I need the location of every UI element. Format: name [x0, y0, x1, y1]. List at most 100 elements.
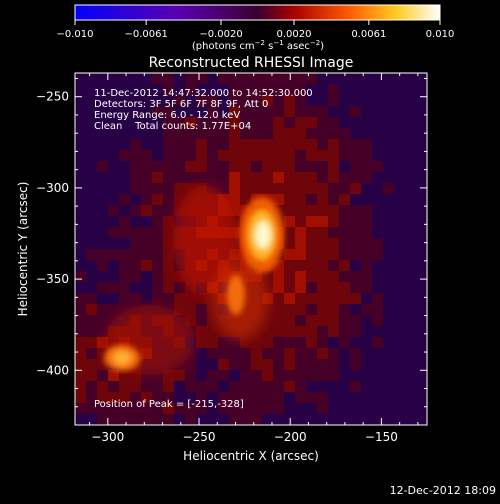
heat-cell	[152, 183, 164, 195]
heat-cell	[328, 150, 340, 162]
heat-cell	[273, 150, 285, 162]
heat-cell	[273, 381, 285, 393]
heat-cell	[405, 194, 417, 206]
heat-cell	[394, 194, 406, 206]
heat-cell	[152, 293, 164, 305]
heat-cell	[394, 326, 406, 338]
heat-cell	[152, 84, 164, 96]
heat-cell	[86, 271, 98, 283]
heat-cell	[383, 381, 395, 393]
heat-cell	[328, 315, 340, 327]
heat-cell	[207, 403, 219, 415]
heat-cell	[394, 403, 406, 415]
heat-cell	[130, 293, 142, 305]
heat-cell	[130, 172, 142, 184]
heat-cell	[350, 150, 362, 162]
heat-cell	[262, 73, 274, 85]
heat-cell	[328, 293, 340, 305]
heat-cell	[163, 194, 175, 206]
heat-cell	[416, 150, 427, 162]
heat-cell	[196, 128, 208, 140]
heat-cell	[229, 117, 241, 129]
heat-cell	[273, 370, 285, 382]
heat-cell	[295, 403, 307, 415]
heat-cell	[306, 128, 318, 140]
heat-cell	[394, 73, 406, 85]
heat-cell	[317, 326, 329, 338]
heat-cell	[97, 95, 109, 107]
heat-cell	[361, 414, 373, 425]
heat-cell	[152, 403, 164, 415]
heat-cell	[196, 139, 208, 151]
heat-cell	[97, 84, 109, 96]
heat-cell	[207, 381, 219, 393]
heat-cell	[317, 337, 329, 349]
heat-cell	[97, 403, 109, 415]
heat-cell	[383, 238, 395, 250]
heat-cell	[273, 106, 285, 118]
heat-cell	[251, 370, 263, 382]
heat-cell	[405, 370, 417, 382]
heat-cell	[273, 84, 285, 96]
heat-cell	[394, 227, 406, 239]
heat-cell	[218, 161, 230, 173]
heat-cell	[273, 172, 285, 184]
heat-cell	[251, 403, 263, 415]
heat-cell	[229, 106, 241, 118]
heat-cell	[416, 139, 427, 151]
heat-cell	[416, 337, 427, 349]
heat-cell	[130, 205, 142, 217]
heat-cell	[273, 304, 285, 316]
heat-cell	[196, 304, 208, 316]
heat-cell	[97, 128, 109, 140]
heat-cell	[284, 304, 296, 316]
heat-cell	[372, 403, 384, 415]
main-source-peak	[255, 221, 271, 249]
heat-cell	[97, 183, 109, 195]
heat-cell	[152, 205, 164, 217]
heat-cell	[394, 183, 406, 195]
heat-cell	[372, 183, 384, 195]
heat-cell	[328, 403, 340, 415]
heat-cell	[317, 370, 329, 382]
heat-cell	[416, 249, 427, 261]
heat-cell	[262, 282, 274, 294]
heat-cell	[163, 106, 175, 118]
heat-cell	[251, 150, 263, 162]
heat-cell	[86, 139, 98, 151]
heat-cell	[350, 139, 362, 151]
heat-cell	[86, 238, 98, 250]
heat-cell	[284, 315, 296, 327]
heat-cell	[361, 139, 373, 151]
heat-cell	[207, 106, 219, 118]
heat-cell	[75, 183, 87, 195]
heat-cell	[328, 172, 340, 184]
heat-cell	[295, 326, 307, 338]
heat-cell	[339, 161, 351, 173]
heat-cell	[306, 216, 318, 228]
heat-cell	[207, 370, 219, 382]
heat-cell	[262, 304, 274, 316]
heat-cell	[383, 326, 395, 338]
heat-cell	[328, 381, 340, 393]
heat-cell	[130, 194, 142, 206]
heat-cell	[405, 227, 417, 239]
heat-cell	[97, 370, 109, 382]
heat-cell	[306, 194, 318, 206]
heat-cell	[207, 304, 219, 316]
heat-cell	[361, 205, 373, 217]
heat-cell	[383, 106, 395, 118]
heat-cell	[119, 84, 131, 96]
heat-cell	[350, 73, 362, 85]
heat-cell	[108, 172, 120, 184]
heat-cell	[295, 337, 307, 349]
heat-cell	[86, 392, 98, 404]
heat-cell	[372, 260, 384, 272]
heat-cell	[97, 381, 109, 393]
heat-cell	[130, 238, 142, 250]
heat-cell	[108, 216, 120, 228]
heat-cell	[97, 249, 109, 261]
heat-cell	[97, 161, 109, 173]
heat-cell	[317, 359, 329, 371]
annotation-energy-range: Energy Range: 6.0 - 12.0 keV	[94, 110, 240, 121]
